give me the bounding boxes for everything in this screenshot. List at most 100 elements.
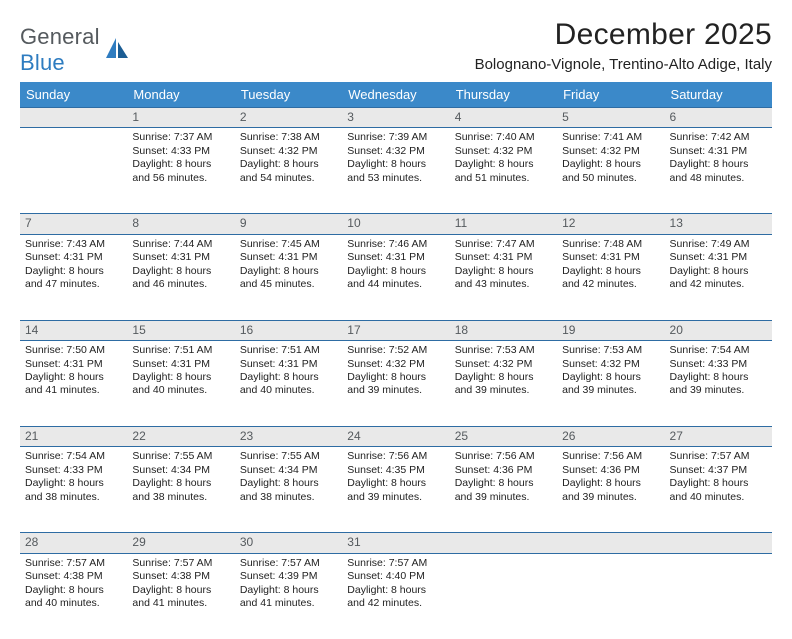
- day-number: 28: [20, 533, 127, 553]
- day-cell: Sunrise: 7:53 AMSunset: 4:32 PMDaylight:…: [450, 341, 557, 427]
- cell-line: Sunrise: 7:48 AM: [562, 238, 659, 251]
- cell-line: Daylight: 8 hours: [25, 265, 122, 278]
- cell-line: Daylight: 8 hours: [347, 158, 444, 171]
- cell-line: and 40 minutes.: [670, 491, 767, 504]
- cell-line: Sunrise: 7:51 AM: [240, 344, 337, 357]
- cell-line: Sunset: 4:33 PM: [25, 464, 122, 477]
- header: General Blue December 2025 Bolognano-Vig…: [20, 18, 772, 76]
- daynum-row: 123456: [20, 108, 772, 128]
- cell-line: Sunset: 4:36 PM: [562, 464, 659, 477]
- cell-line: Daylight: 8 hours: [670, 158, 767, 171]
- cell-line: Sunset: 4:33 PM: [132, 145, 229, 158]
- cell-line: Sunrise: 7:46 AM: [347, 238, 444, 251]
- day-cell: Sunrise: 7:43 AMSunset: 4:31 PMDaylight:…: [20, 234, 127, 320]
- day-cell: Sunrise: 7:57 AMSunset: 4:37 PMDaylight:…: [665, 447, 772, 533]
- cell-line: Sunrise: 7:39 AM: [347, 131, 444, 144]
- cell-line: Daylight: 8 hours: [347, 371, 444, 384]
- day-cell: Sunrise: 7:46 AMSunset: 4:31 PMDaylight:…: [342, 234, 449, 320]
- day-cell: Sunrise: 7:57 AMSunset: 4:38 PMDaylight:…: [20, 553, 127, 639]
- cell-line: and 47 minutes.: [25, 278, 122, 291]
- cell-line: and 40 minutes.: [25, 597, 122, 610]
- day-cell: Sunrise: 7:50 AMSunset: 4:31 PMDaylight:…: [20, 341, 127, 427]
- cell-line: Sunrise: 7:38 AM: [240, 131, 337, 144]
- cell-line: Daylight: 8 hours: [25, 584, 122, 597]
- cell-line: Sunset: 4:39 PM: [240, 570, 337, 583]
- day-cell: Sunrise: 7:54 AMSunset: 4:33 PMDaylight:…: [665, 341, 772, 427]
- week-row: Sunrise: 7:54 AMSunset: 4:33 PMDaylight:…: [20, 447, 772, 533]
- calendar-page: General Blue December 2025 Bolognano-Vig…: [0, 0, 792, 612]
- cell-line: and 38 minutes.: [240, 491, 337, 504]
- cell-line: Daylight: 8 hours: [132, 265, 229, 278]
- cell-line: Sunset: 4:32 PM: [562, 145, 659, 158]
- cell-line: Sunset: 4:31 PM: [670, 145, 767, 158]
- cell-line: Daylight: 8 hours: [347, 584, 444, 597]
- cell-line: and 42 minutes.: [347, 597, 444, 610]
- daynum-row: 28293031: [20, 533, 772, 553]
- cell-line: Sunset: 4:34 PM: [240, 464, 337, 477]
- day-number: 21: [20, 427, 127, 447]
- day-number: 1: [127, 108, 234, 128]
- calendar-table: Sunday Monday Tuesday Wednesday Thursday…: [20, 82, 772, 639]
- cell-line: Daylight: 8 hours: [562, 158, 659, 171]
- cell-line: Sunset: 4:31 PM: [455, 251, 552, 264]
- day-number: 13: [665, 214, 772, 234]
- cell-line: Daylight: 8 hours: [562, 265, 659, 278]
- cell-line: Daylight: 8 hours: [670, 371, 767, 384]
- day-number: 30: [235, 533, 342, 553]
- cell-line: and 39 minutes.: [562, 491, 659, 504]
- weekday-wednesday: Wednesday: [342, 82, 449, 108]
- day-number: 12: [557, 214, 664, 234]
- cell-line: and 44 minutes.: [347, 278, 444, 291]
- cell-line: Sunset: 4:31 PM: [240, 358, 337, 371]
- cell-line: Daylight: 8 hours: [455, 477, 552, 490]
- day-cell: Sunrise: 7:52 AMSunset: 4:32 PMDaylight:…: [342, 341, 449, 427]
- cell-line: Daylight: 8 hours: [132, 371, 229, 384]
- cell-line: Sunrise: 7:56 AM: [455, 450, 552, 463]
- day-number: 18: [450, 320, 557, 340]
- cell-line: and 53 minutes.: [347, 172, 444, 185]
- day-number: 26: [557, 427, 664, 447]
- day-number: [450, 533, 557, 553]
- cell-line: and 40 minutes.: [132, 384, 229, 397]
- day-cell: Sunrise: 7:56 AMSunset: 4:36 PMDaylight:…: [450, 447, 557, 533]
- cell-line: Daylight: 8 hours: [455, 265, 552, 278]
- logo-sail-icon: [104, 36, 130, 65]
- day-cell: Sunrise: 7:48 AMSunset: 4:31 PMDaylight:…: [557, 234, 664, 320]
- cell-line: Sunset: 4:40 PM: [347, 570, 444, 583]
- cell-line: and 38 minutes.: [25, 491, 122, 504]
- cell-line: and 41 minutes.: [132, 597, 229, 610]
- cell-line: Sunset: 4:34 PM: [132, 464, 229, 477]
- cell-line: Sunrise: 7:57 AM: [347, 557, 444, 570]
- day-number: 10: [342, 214, 449, 234]
- title-block: December 2025 Bolognano-Vignole, Trentin…: [475, 18, 772, 73]
- week-row: Sunrise: 7:37 AMSunset: 4:33 PMDaylight:…: [20, 128, 772, 214]
- cell-line: Sunrise: 7:57 AM: [132, 557, 229, 570]
- day-cell: Sunrise: 7:41 AMSunset: 4:32 PMDaylight:…: [557, 128, 664, 214]
- cell-line: Daylight: 8 hours: [347, 265, 444, 278]
- day-cell: Sunrise: 7:47 AMSunset: 4:31 PMDaylight:…: [450, 234, 557, 320]
- day-cell: Sunrise: 7:55 AMSunset: 4:34 PMDaylight:…: [127, 447, 234, 533]
- cell-line: Daylight: 8 hours: [240, 584, 337, 597]
- cell-line: Sunset: 4:31 PM: [132, 251, 229, 264]
- day-cell: Sunrise: 7:44 AMSunset: 4:31 PMDaylight:…: [127, 234, 234, 320]
- logo-word1: General: [20, 24, 100, 49]
- day-cell: [665, 553, 772, 639]
- cell-line: Sunrise: 7:55 AM: [132, 450, 229, 463]
- weekday-thursday: Thursday: [450, 82, 557, 108]
- cell-line: and 51 minutes.: [455, 172, 552, 185]
- day-cell: Sunrise: 7:57 AMSunset: 4:38 PMDaylight:…: [127, 553, 234, 639]
- month-title: December 2025: [475, 18, 772, 52]
- cell-line: Sunset: 4:31 PM: [25, 358, 122, 371]
- cell-line: Sunset: 4:31 PM: [347, 251, 444, 264]
- logo-text: General Blue: [20, 24, 100, 76]
- cell-line: Sunset: 4:35 PM: [347, 464, 444, 477]
- daynum-row: 21222324252627: [20, 427, 772, 447]
- day-cell: Sunrise: 7:37 AMSunset: 4:33 PMDaylight:…: [127, 128, 234, 214]
- day-cell: [450, 553, 557, 639]
- weekday-tuesday: Tuesday: [235, 82, 342, 108]
- cell-line: Daylight: 8 hours: [455, 371, 552, 384]
- cell-line: Daylight: 8 hours: [25, 477, 122, 490]
- cell-line: Daylight: 8 hours: [240, 371, 337, 384]
- cell-line: Daylight: 8 hours: [25, 371, 122, 384]
- cell-line: Sunset: 4:38 PM: [25, 570, 122, 583]
